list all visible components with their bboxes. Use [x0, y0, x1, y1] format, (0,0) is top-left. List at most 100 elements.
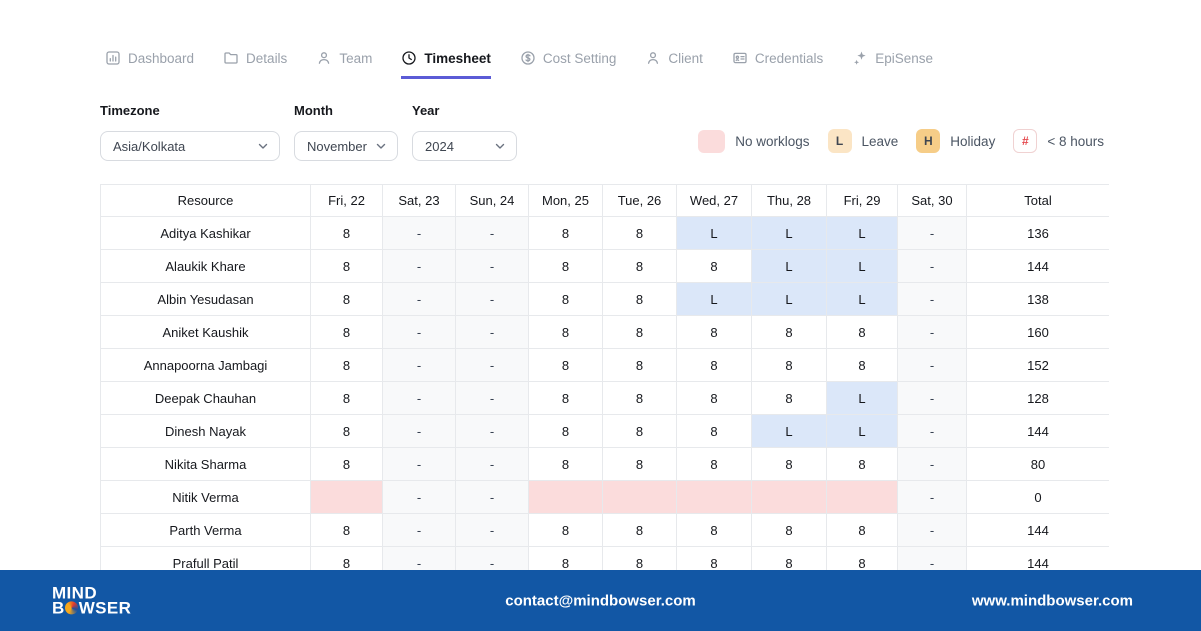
table-row: Prafull Patil 8- -8 8 8 8 8-144 — [100, 546, 1109, 570]
month-filter: Month November — [294, 103, 398, 161]
date-column-header: Mon, 25 — [528, 184, 603, 217]
total-cell: 144 — [966, 546, 1109, 570]
tab-bar: Dashboard Details Team Timesheet Cost Settin… — [105, 50, 933, 79]
day-cell: 8 — [602, 513, 677, 547]
date-column-header: Sat, 23 — [382, 184, 456, 217]
total-cell: 144 — [966, 249, 1109, 283]
date-column-header: Sat, 30 — [897, 184, 967, 217]
tab-timesheet[interactable]: Timesheet — [401, 50, 491, 79]
tab-label: Team — [339, 50, 373, 66]
resource-name: Prafull Patil — [100, 546, 311, 570]
person-icon — [645, 50, 661, 66]
day-cell: 8 — [602, 216, 677, 250]
day-cell: 8 — [676, 381, 752, 415]
day-cell: - — [455, 513, 529, 547]
day-cell: - — [897, 348, 967, 382]
day-cell: - — [455, 381, 529, 415]
year-select[interactable]: 2024 — [412, 131, 517, 161]
tab-episense[interactable]: EpiSense — [852, 50, 933, 79]
day-cell: 8 — [751, 315, 827, 349]
resource-name: Deepak Chauhan — [100, 381, 311, 415]
table-row: Deepak Chauhan 8- -8 8 8 8 L -128 — [100, 381, 1109, 415]
date-column-header: Sun, 24 — [455, 184, 529, 217]
table-row: Albin Yesudasan 8- -8 8 L L L -138 — [100, 282, 1109, 316]
day-cell: - — [382, 480, 456, 514]
day-cell: 8 — [826, 546, 898, 570]
table-row: Nikita Sharma 8- -8 8 8 8 8-80 — [100, 447, 1109, 481]
table-row: Parth Verma 8- -8 8 8 8 8-144 — [100, 513, 1109, 547]
tab-cost-setting[interactable]: Cost Setting — [520, 50, 617, 79]
logo-line2: B WSER — [52, 598, 132, 618]
tab-team[interactable]: Team — [316, 50, 372, 79]
tab-credentials[interactable]: Credentials — [732, 50, 823, 79]
tab-label: Credentials — [754, 50, 824, 66]
day-cell — [528, 480, 603, 514]
tab-label: Cost Setting — [542, 50, 617, 66]
dollar-icon — [520, 50, 536, 66]
tab-label: Dashboard — [128, 50, 195, 66]
day-cell: 8 — [751, 447, 827, 481]
month-select[interactable]: November — [294, 131, 398, 161]
day-cell: 8 — [751, 381, 827, 415]
day-cell: L — [751, 414, 827, 448]
day-cell: - — [897, 447, 967, 481]
resource-name: Dinesh Nayak — [100, 414, 311, 448]
day-cell: 8 — [528, 447, 603, 481]
sparkle-icon — [852, 50, 868, 66]
chevron-down-icon — [494, 140, 506, 152]
day-cell: 8 — [310, 513, 383, 547]
day-cell: - — [382, 348, 456, 382]
legend-under-8-hours: # < 8 hours — [1013, 129, 1104, 153]
resource-name: Aniket Kaushik — [100, 315, 311, 349]
day-cell: L — [826, 381, 898, 415]
timezone-select[interactable]: Asia/Kolkata — [100, 131, 280, 161]
day-cell: 8 — [310, 546, 383, 570]
team-icon — [316, 50, 332, 66]
tab-label: EpiSense — [875, 50, 934, 66]
date-column-header: Tue, 26 — [602, 184, 677, 217]
legend-label: Holiday — [950, 133, 996, 149]
day-cell: L — [751, 249, 827, 283]
day-cell: - — [897, 216, 967, 250]
table-row: Annapoorna Jambagi 8- -8 8 8 8 8-152 — [100, 348, 1109, 382]
day-cell: L — [826, 282, 898, 316]
tab-client[interactable]: Client — [645, 50, 703, 79]
day-cell: L — [826, 216, 898, 250]
tab-details[interactable]: Details — [223, 50, 287, 79]
table-row: Alaukik Khare 8- -8 8 8 L L -144 — [100, 249, 1109, 283]
folder-icon — [223, 50, 239, 66]
day-cell: 8 — [310, 348, 383, 382]
legend-no-worklogs: No worklogs — [698, 129, 810, 153]
month-value: November — [307, 138, 367, 154]
day-cell: 8 — [676, 249, 752, 283]
day-cell: 8 — [310, 315, 383, 349]
legend-label: < 8 hours — [1047, 133, 1104, 149]
legend: No worklogs L Leave H Holiday # < 8 hour… — [698, 129, 1104, 153]
day-cell: 8 — [528, 216, 603, 250]
day-cell: - — [455, 348, 529, 382]
tab-dashboard[interactable]: Dashboard — [105, 50, 194, 79]
filters-row: Timezone Asia/Kolkata Month November Yea… — [100, 103, 517, 161]
day-cell: 8 — [826, 447, 898, 481]
website-link[interactable]: www.mindbowser.com — [971, 592, 1133, 609]
timezone-value: Asia/Kolkata — [113, 138, 186, 154]
day-cell — [751, 480, 827, 514]
day-cell: 8 — [602, 282, 677, 316]
day-cell: - — [455, 480, 529, 514]
logo-swirl-icon — [65, 601, 79, 615]
contact-email-link[interactable]: contact@mindbowser.com — [505, 592, 696, 609]
day-cell: 8 — [676, 348, 752, 382]
day-cell: - — [455, 282, 529, 316]
resource-name: Nitik Verma — [100, 480, 311, 514]
resource-name: Nikita Sharma — [100, 447, 311, 481]
resource-name: Aditya Kashikar — [100, 216, 311, 250]
timezone-filter: Timezone Asia/Kolkata — [100, 103, 280, 161]
day-cell: L — [676, 282, 752, 316]
timesheet-table: Resource Fri, 22 Sat, 23 Sun, 24 Mon, 25 Tue,… — [100, 184, 1109, 570]
day-cell: 8 — [310, 447, 383, 481]
day-cell: 8 — [676, 546, 752, 570]
no-worklogs-swatch — [698, 129, 726, 153]
total-cell: 152 — [966, 348, 1109, 382]
table-header-row: Resource Fri, 22 Sat, 23 Sun, 24 Mon, 25 Tue,… — [100, 184, 1109, 217]
total-cell: 0 — [966, 480, 1109, 514]
